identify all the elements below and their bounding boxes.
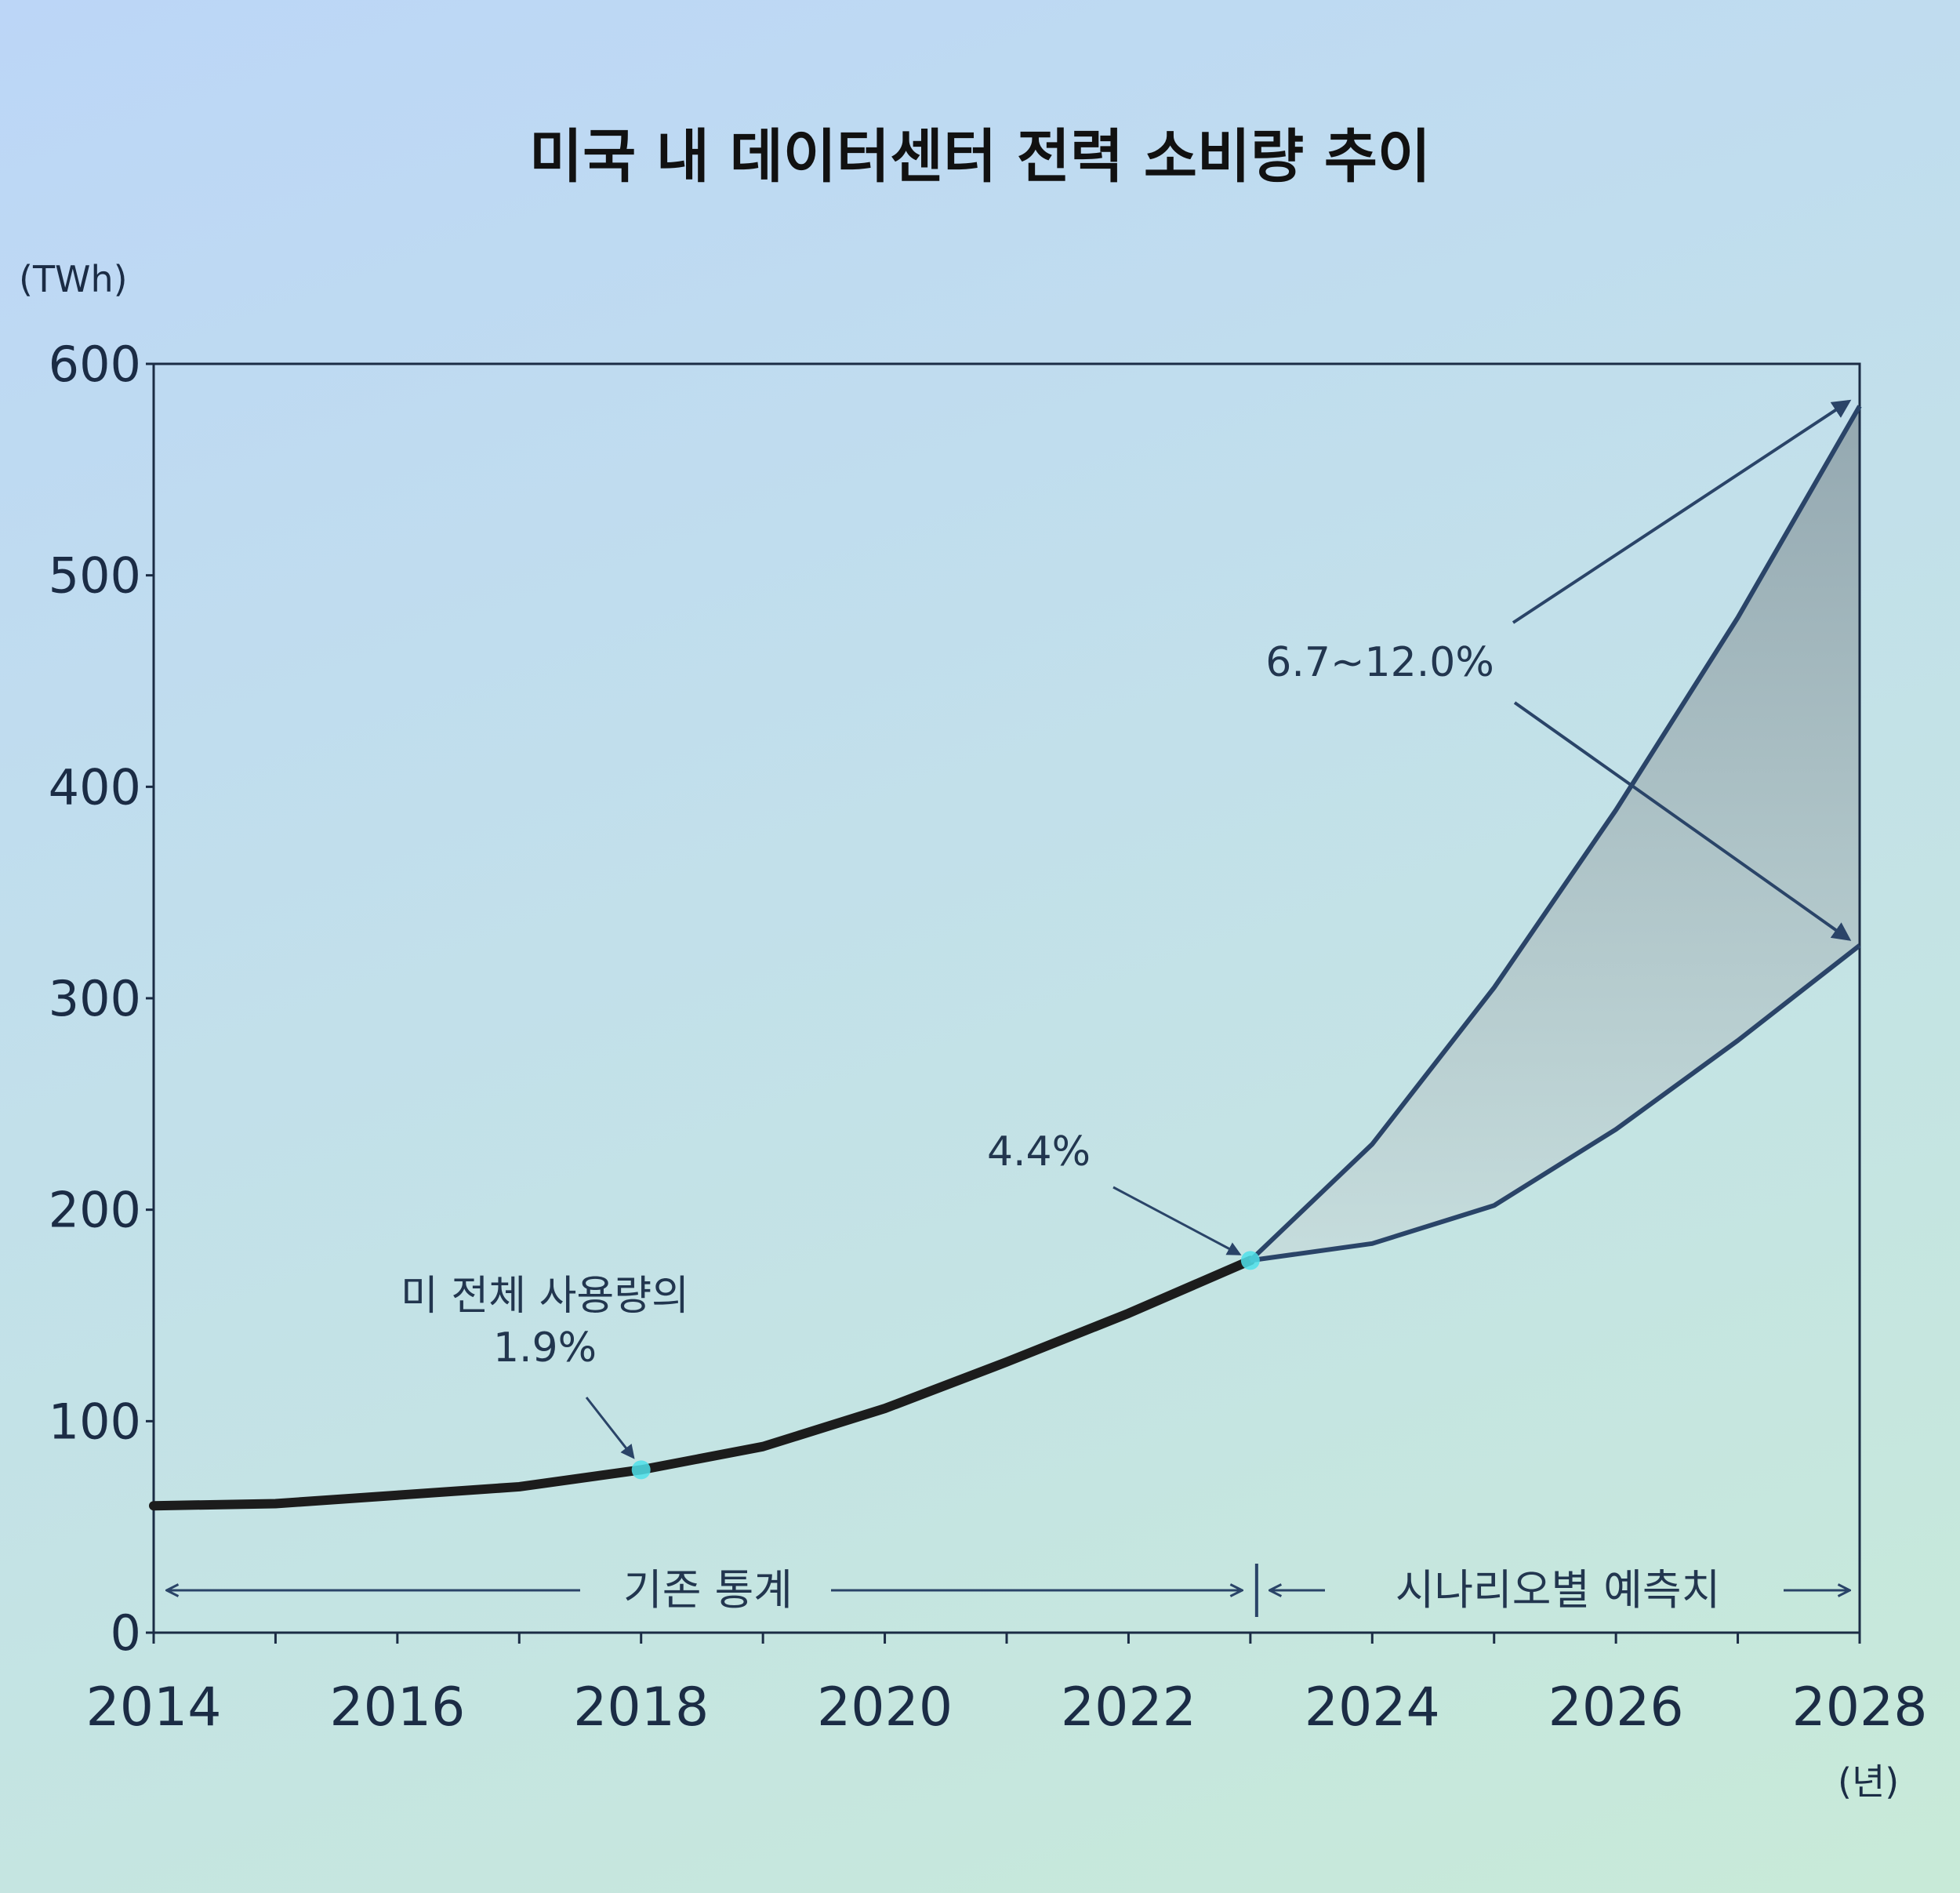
annotation-arrow — [585, 1397, 635, 1459]
y-tick-label: 500 — [49, 547, 141, 605]
x-axis-unit: (년) — [1838, 1760, 1899, 1803]
x-tick-label: 2014 — [85, 1677, 221, 1739]
period-label: 시나리오별 예측치 — [1396, 1565, 1721, 1615]
y-tick-label: 0 — [111, 1604, 141, 1662]
chart-title: 미국 내 데이터센터 전력 소비량 추이 — [528, 123, 1431, 191]
y-tick-label: 100 — [49, 1393, 141, 1450]
annotation-arrow — [1112, 1186, 1242, 1255]
highlight-point — [631, 1460, 651, 1480]
axes — [146, 362, 1861, 1644]
projection-band — [1250, 405, 1860, 1261]
x-tick-label: 2018 — [573, 1677, 709, 1739]
x-tick-labels: 2014 2016 2018 2020 2022 2024 2026 2028 — [85, 1677, 1927, 1739]
y-tick-labels: 0 100 200 300 400 500 600 — [49, 336, 141, 1662]
y-tick-label: 300 — [49, 970, 141, 1027]
x-tick-label: 2022 — [1061, 1677, 1196, 1739]
x-tick-label: 2026 — [1548, 1677, 1684, 1739]
series-lines — [149, 405, 1862, 1511]
annotation-label: 미 전체 사용량의 — [401, 1273, 689, 1320]
y-axis-unit: (TWh) — [19, 258, 128, 300]
x-tick-label: 2016 — [329, 1677, 465, 1739]
x-tick-label: 2028 — [1791, 1677, 1927, 1739]
annotation-arrow — [1513, 701, 1852, 941]
period-brackets: 기존 통계 시나리오별 예측치 — [168, 1564, 1849, 1617]
y-tick-label: 200 — [49, 1182, 141, 1239]
period-label: 기존 통계 — [623, 1565, 793, 1615]
highlight-point — [1240, 1251, 1260, 1270]
historical-line — [149, 1255, 1255, 1511]
annotation-arrow — [1512, 399, 1852, 624]
projection-range-area — [1250, 405, 1860, 1261]
projection-low-line — [1250, 943, 1861, 1263]
annotation-label: 6.7~12.0% — [1265, 639, 1494, 686]
y-tick-label: 400 — [49, 758, 141, 816]
annotation-label: 4.4% — [987, 1128, 1091, 1175]
y-tick-label: 600 — [49, 336, 141, 393]
x-tick-label: 2024 — [1305, 1677, 1440, 1739]
x-tick-label: 2020 — [817, 1677, 953, 1739]
annotation-label: 1.9% — [493, 1324, 597, 1372]
projection-high-line — [1248, 405, 1862, 1263]
